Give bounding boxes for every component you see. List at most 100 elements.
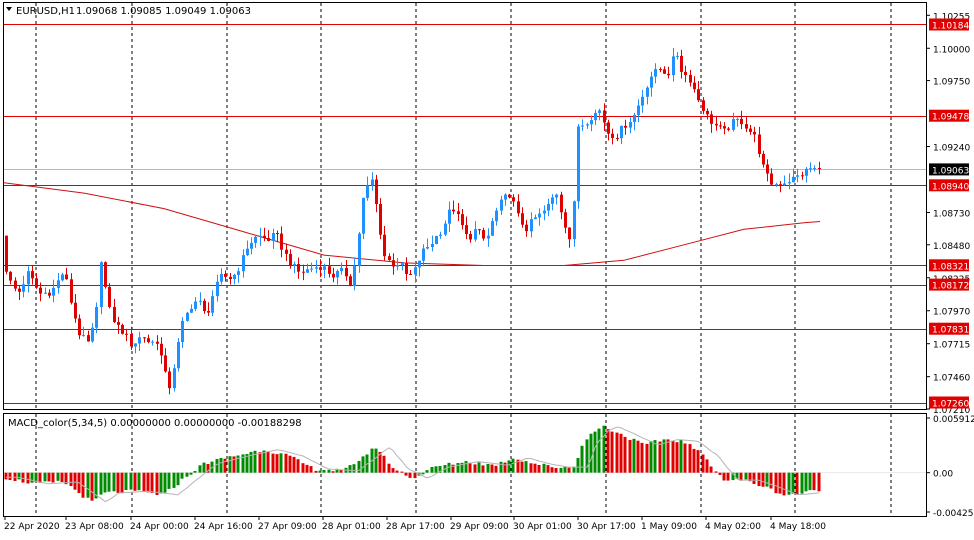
candle-body [306,269,309,273]
macd-bar [335,468,339,473]
macd-bar [378,451,382,473]
candle-body [375,179,378,204]
time-tick-label: 24 Apr 00:00 [130,522,189,532]
candle-body [263,235,266,239]
macd-bar [47,472,51,482]
level-price-tag [929,179,969,192]
candle-body [207,311,210,313]
candle-body [564,212,567,228]
candle-body [100,262,103,307]
macd-bar [696,450,700,473]
level-price-tag [929,322,969,335]
candle-layer [5,48,821,395]
candle-body [689,74,692,83]
macd-bar [51,472,55,483]
macd-bar [615,432,619,473]
macd-bar [275,454,279,473]
macd-bar [167,472,171,489]
macd-bar [318,470,322,473]
macd-bar [434,466,438,473]
macd-bar [322,470,326,473]
symbol-dropdown-icon[interactable] [6,7,12,11]
candle-body [624,125,627,128]
macd-bar [683,443,687,473]
candle-body [254,236,257,243]
macd-bar [271,453,275,473]
candle-body [52,287,55,296]
candle-body [289,253,292,266]
level-price-tag [929,109,969,122]
macd-bar [761,472,765,487]
candle-body [809,168,812,170]
macd-bar [804,472,808,492]
candle-body [633,115,636,122]
candle-body [474,229,477,240]
candle-body [220,274,223,282]
candle-body [95,307,98,328]
candle-body [31,271,34,279]
macd-bar [202,462,206,473]
macd-bar [73,472,77,490]
macd-bar [26,472,30,484]
candle-body [82,335,85,337]
time-tick-label: 22 Apr 2020 [4,522,60,532]
macd-bar [249,451,253,473]
macd-bar [645,443,649,473]
candle-body [805,168,808,176]
current-price-tag [929,163,969,176]
macd-bar [404,472,408,476]
macd-bar [589,433,593,473]
candle-body [362,197,365,234]
candle-body [70,279,73,303]
macd-bar [258,452,262,473]
candle-body [125,333,128,335]
candle-body [27,271,30,285]
candle-body [267,238,270,241]
macd-bar [602,425,606,473]
candle-body [379,204,382,235]
candle-body [371,179,374,186]
price-tick-label: 1.08480 [933,242,970,252]
candle-body [482,230,485,239]
level-price-label: 1.08321 [932,262,969,272]
candle-body [177,341,180,369]
candle-body [426,247,429,249]
time-tick-label: 23 Apr 08:00 [65,522,124,532]
macd-bar [481,465,485,473]
time-tick-label: 4 May 18:00 [770,522,826,532]
time-tick-label: 4 May 02:00 [705,522,761,532]
macd-bar [60,472,64,482]
candle-body [676,55,679,57]
candle-body [439,234,442,236]
macd-bar [537,465,541,473]
indicator-label: MACD_color(5,34,5) 0.00000000 0.00000000… [8,418,302,429]
candle-body [388,256,391,261]
macd-bar [266,451,270,473]
candle-body [310,268,313,270]
level-price-tag [929,18,969,31]
candle-body [788,182,791,184]
macd-bar [232,456,236,473]
price-tick-label: 1.10000 [933,45,970,55]
macd-bar [288,455,292,473]
macd-bar [185,472,189,477]
candle-body [302,271,305,273]
macd-bar [180,472,184,479]
price-tick-label: 1.09240 [933,144,970,154]
macd-bar [468,463,472,473]
macd-bar [636,440,640,473]
macd-bar [817,472,821,492]
macd-bar [731,472,735,481]
candle-body [465,225,468,234]
macd-bar [619,433,623,473]
candle-body [414,267,417,275]
macd-bar [241,454,245,473]
macd-bar [438,466,442,473]
macd-bar [391,468,395,473]
candle-body [758,134,761,154]
macd-bar [159,472,163,494]
candle-body [646,87,649,97]
